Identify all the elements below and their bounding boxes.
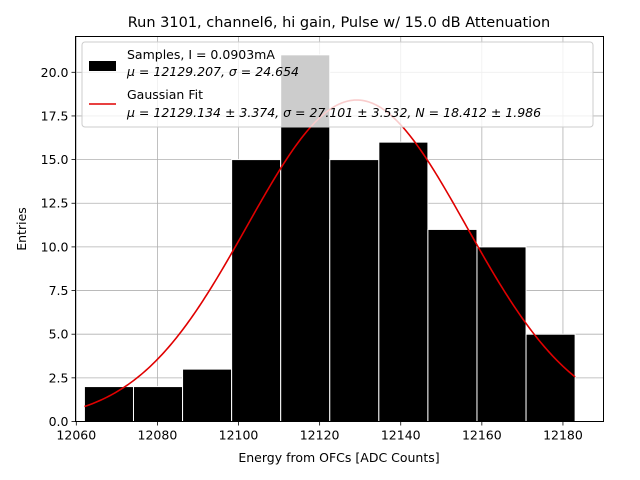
legend-samples-swatch [89, 61, 116, 71]
y-tick-label: 0.0 [49, 414, 69, 429]
x-tick-label: 12160 [462, 428, 502, 443]
histogram-bar [329, 159, 380, 422]
histogram-bar [525, 333, 576, 423]
x-tick-label: 12060 [56, 428, 96, 443]
y-tick-label: 20.0 [41, 65, 69, 80]
histogram-bar [182, 368, 233, 422]
y-axis-ticks: 0.0 2.5 5.0 7.5 10.0 12.5 15.0 17.5 20.0 [41, 65, 76, 429]
y-axis-label: Entries [14, 207, 29, 251]
x-axis-label: Energy from OFCs [ADC Counts] [238, 450, 439, 465]
x-tick-label: 12180 [543, 428, 583, 443]
legend-samples-stats: μ = 12129.207, σ = 24.654 [126, 64, 299, 79]
x-tick-label: 12140 [381, 428, 421, 443]
y-tick-label: 12.5 [41, 196, 69, 211]
legend-samples-label: Samples, I = 0.0903mA [127, 47, 275, 62]
legend: Samples, I = 0.0903mA μ = 12129.207, σ =… [81, 41, 594, 128]
y-tick-label: 7.5 [49, 283, 69, 298]
x-tick-label: 12080 [138, 428, 178, 443]
y-tick-label: 5.0 [49, 327, 69, 342]
y-tick-label: 15.0 [41, 152, 69, 167]
y-tick-label: 17.5 [41, 108, 69, 123]
y-tick-label: 10.0 [41, 239, 69, 254]
x-axis-ticks: 12060 12080 12100 12120 12140 12160 12180 [56, 421, 583, 443]
histogram-bar [427, 228, 478, 422]
histogram-bar [476, 246, 527, 422]
x-tick-label: 12120 [300, 428, 340, 443]
plot-frame [75, 36, 604, 422]
chart-title: Run 3101, channel6, hi gain, Pulse w/ 15… [128, 15, 551, 31]
y-tick-label: 2.5 [49, 370, 69, 385]
histogram-bar [378, 141, 429, 422]
legend-fit-label: Gaussian Fit [127, 87, 203, 102]
x-tick-label: 12100 [219, 428, 259, 443]
legend-fit-stats: μ = 12129.134 ± 3.374, σ = 27.101 ± 3.53… [126, 105, 541, 120]
histogram-bar [132, 386, 184, 423]
histogram-bar [231, 159, 282, 422]
legend-box [81, 41, 594, 128]
